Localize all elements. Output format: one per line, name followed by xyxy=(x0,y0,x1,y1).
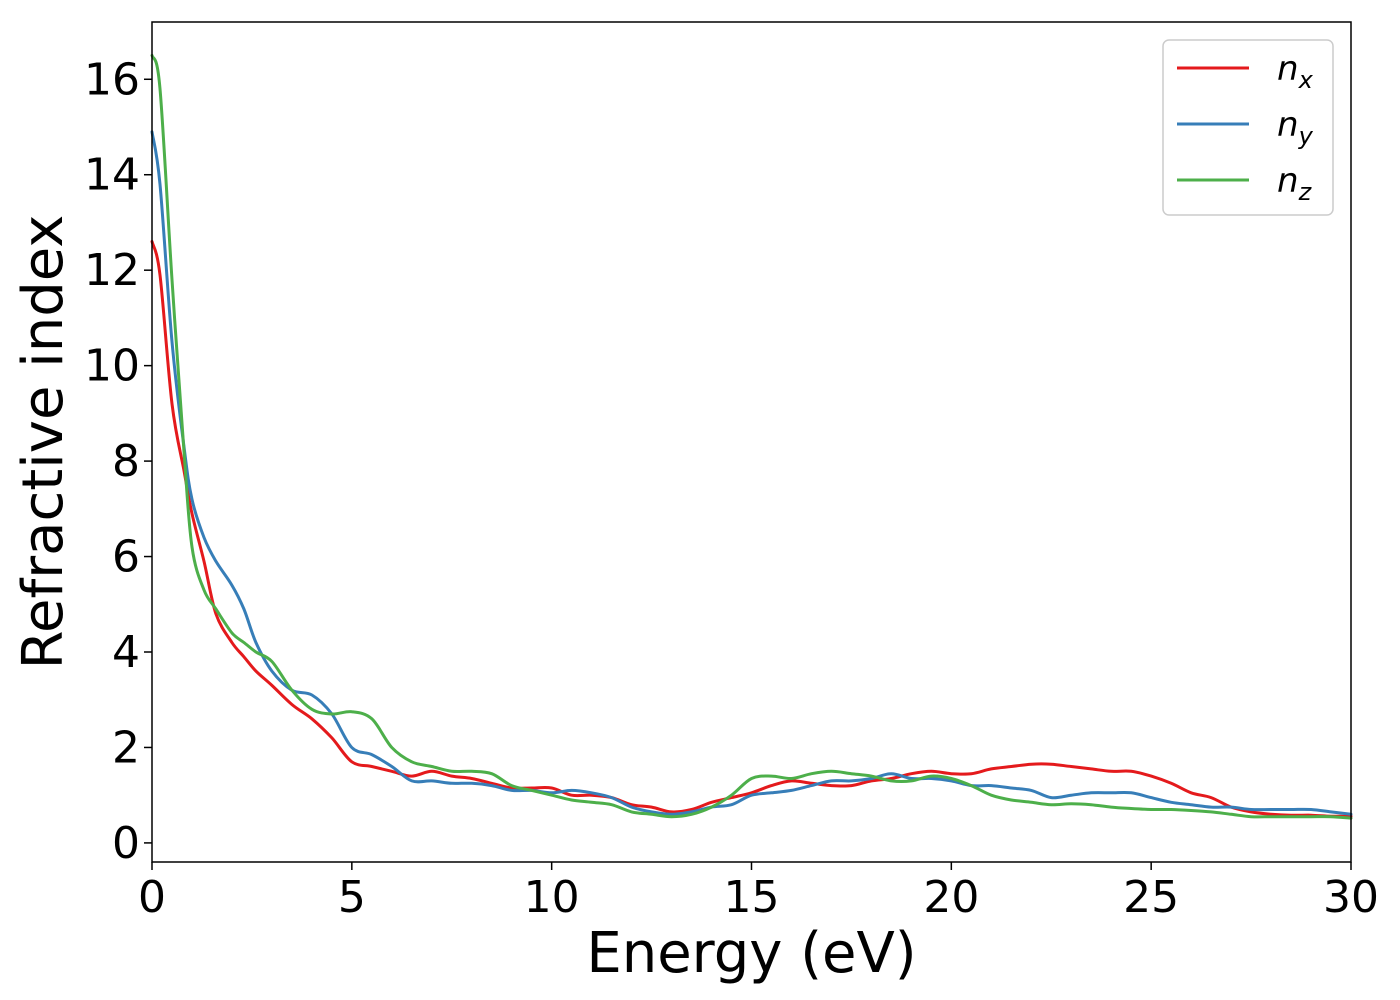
legend-label: nz xyxy=(1277,161,1313,206)
legend-item-nx: nx xyxy=(1177,49,1314,94)
x-axis-title: Energy (eV) xyxy=(586,921,916,986)
legend-label-subscript: x xyxy=(1298,66,1314,94)
x-tick-label: 30 xyxy=(1323,872,1379,923)
series-line-nz xyxy=(150,53,1353,820)
legend-item-ny: ny xyxy=(1177,105,1314,150)
y-axis-title: Refractive index xyxy=(11,215,76,670)
x-tick-label: 0 xyxy=(138,872,166,923)
y-tick-label: 12 xyxy=(84,245,140,296)
legend-label-base: n xyxy=(1277,105,1299,145)
x-tick-label: 10 xyxy=(524,872,580,923)
y-axis-ticks: 0 2 4 6 8 10 12 14 16 xyxy=(84,54,152,869)
y-tick-label: 0 xyxy=(112,818,140,869)
series-layer xyxy=(150,53,1353,820)
x-tick-label: 25 xyxy=(1123,872,1179,923)
y-tick-label: 6 xyxy=(112,532,140,583)
legend-box xyxy=(1162,39,1334,216)
x-axis-ticks: 0 5 10 15 20 25 30 xyxy=(138,862,1379,923)
legend-label-base: n xyxy=(1277,49,1299,89)
x-tick-label: 15 xyxy=(724,872,780,923)
y-tick-label: 2 xyxy=(112,722,140,773)
legend-label: ny xyxy=(1277,105,1314,150)
y-tick-label: 14 xyxy=(84,150,140,201)
legend-label-subscript: y xyxy=(1298,122,1314,150)
y-tick-label: 10 xyxy=(84,341,140,392)
legend-item-nz: nz xyxy=(1177,161,1313,206)
x-tick-label: 5 xyxy=(338,872,366,923)
legend-label-subscript: z xyxy=(1298,178,1313,206)
y-tick-label: 16 xyxy=(84,54,140,105)
x-tick-label: 20 xyxy=(923,872,979,923)
y-tick-label: 4 xyxy=(112,627,140,678)
legend-label: nx xyxy=(1277,49,1314,94)
y-tick-label: 8 xyxy=(112,436,140,487)
series-line-nx xyxy=(150,240,1353,818)
legend-label-base: n xyxy=(1277,161,1299,201)
